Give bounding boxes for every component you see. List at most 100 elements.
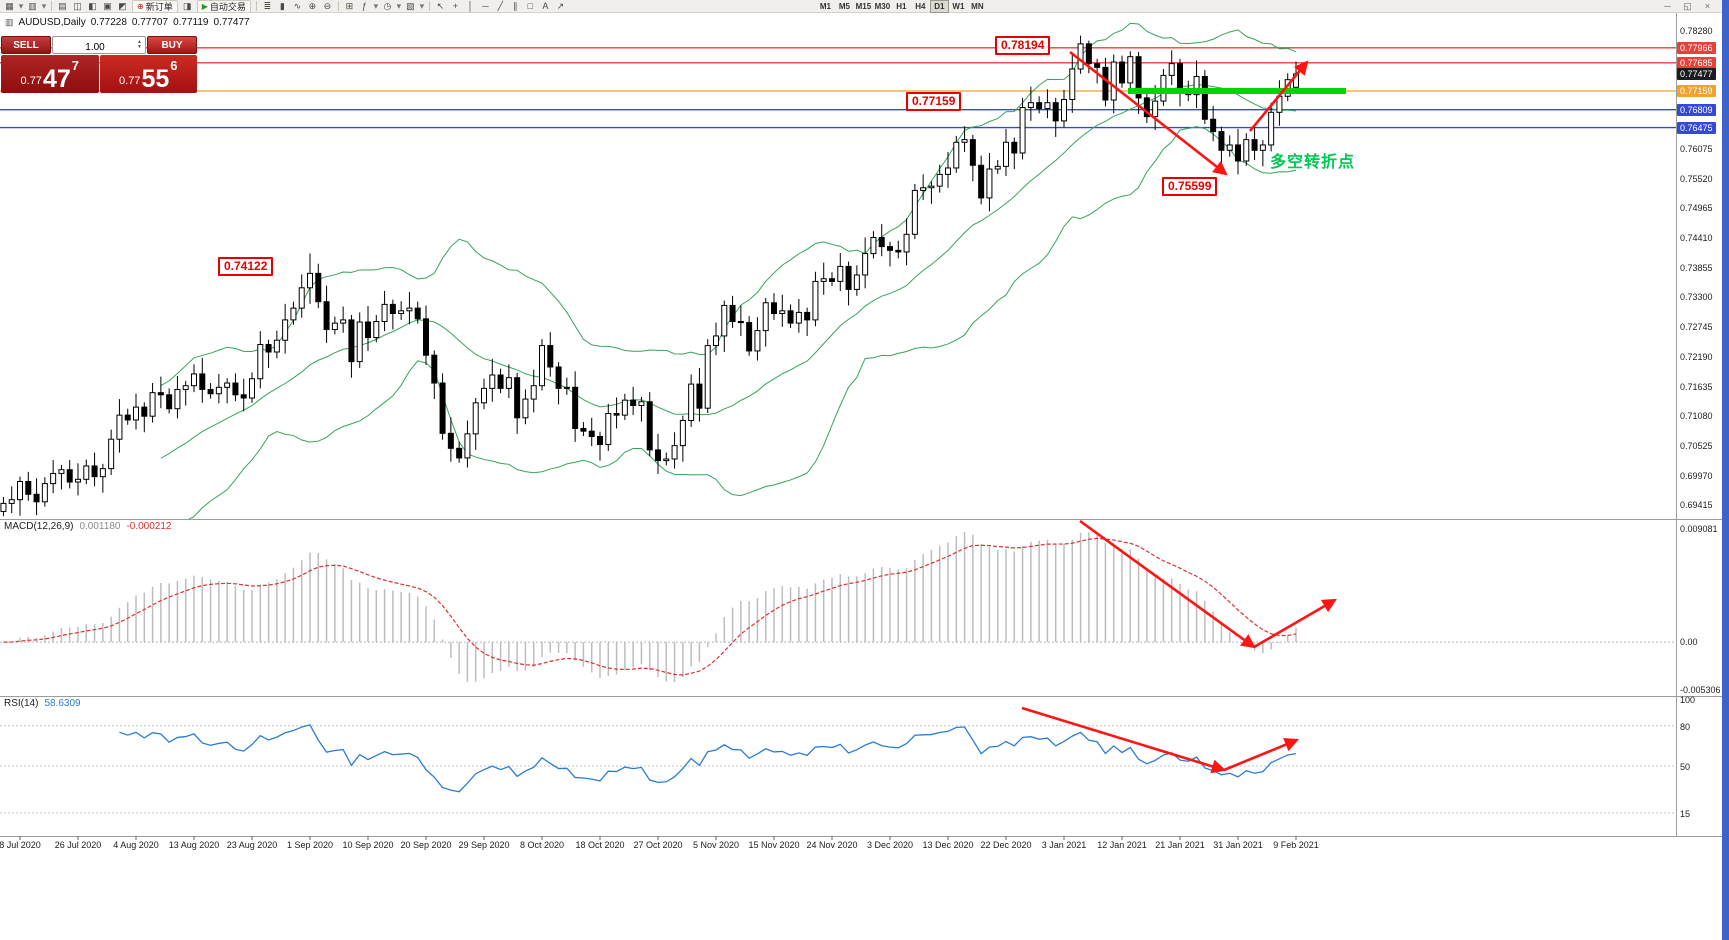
restore-icon[interactable]: ◱ [1683, 1, 1692, 11]
macd-panel[interactable] [0, 532, 1676, 682]
new-chart-icon[interactable]: ▦ [5, 0, 14, 11]
macd-downtrend-arrow[interactable] [1079, 519, 1256, 649]
macd-name: MACD(12,26,9) [4, 521, 74, 532]
line-chart-icon[interactable]: ∿ [293, 0, 302, 11]
timeframe-button-w1[interactable]: W1 [952, 1, 965, 11]
price-scale-label: 0.73855 [1680, 262, 1713, 273]
main-price-panel[interactable] [0, 22, 1676, 531]
zoom-in-icon[interactable]: ⊕ [308, 0, 317, 11]
rsi-uptrend-arrow[interactable] [1223, 738, 1299, 772]
vertical-line-icon[interactable]: │ [467, 0, 474, 11]
date-label: 9 Feb 2021 [1273, 840, 1319, 850]
text-icon[interactable]: A [542, 0, 549, 11]
date-ticks [19, 836, 1297, 840]
rsi-scale-label: 80 [1680, 721, 1691, 732]
sell-price-tile[interactable]: 0.77 47 7 [1, 55, 99, 93]
bar-chart-icon[interactable]: ≣ [263, 0, 272, 11]
buy-price-big: 55 [141, 65, 170, 93]
price-flag[interactable]: 0.78194 [995, 36, 1051, 55]
minimize-icon[interactable]: ─ [1664, 1, 1671, 11]
sell-price-sup: 7 [71, 58, 79, 73]
chart-mini-icon: ▥ [5, 17, 14, 27]
timeframe-button-m5[interactable]: M5 [838, 1, 850, 11]
window-controls: ─ ◱ × [1660, 1, 1715, 12]
volume-up-icon[interactable]: ▲ [137, 39, 142, 45]
toolbar-separator [51, 1, 52, 11]
macd-uptrend-arrow[interactable] [1253, 598, 1337, 649]
timeframe-button-h4[interactable]: H4 [915, 1, 926, 11]
timeframe-button-h1[interactable]: H1 [896, 1, 907, 11]
buy-button[interactable]: BUY [147, 36, 197, 54]
terminal-icon[interactable]: ▣ [103, 0, 112, 11]
cursor-icon[interactable]: ↖ [436, 0, 445, 11]
periods-dropdown-icon[interactable]: ▾ [396, 0, 402, 11]
new-chart-dropdown-icon[interactable]: ▾ [18, 0, 24, 11]
arrow-tool-icon[interactable]: ↗ [556, 0, 565, 11]
timeframe-button-d1[interactable]: D1 [929, 0, 949, 13]
turning-point-note[interactable]: 多空转折点 [1270, 154, 1356, 171]
trend-arrows[interactable] [1021, 50, 1337, 774]
timeframe-button-m15[interactable]: M15 [855, 1, 872, 11]
price-scale-label: 0.69970 [1680, 470, 1713, 481]
rsi-downtrend-arrow[interactable] [1021, 706, 1227, 774]
shapes-icon[interactable]: □ [527, 0, 534, 11]
price-scale-label: 0.75520 [1680, 173, 1713, 184]
templates-dropdown-icon[interactable]: ▾ [419, 0, 425, 11]
volume-down-icon[interactable]: ▼ [137, 44, 142, 50]
channel-icon[interactable]: ∥ [513, 0, 518, 11]
volume-spinner: ▲ ▼ [135, 37, 144, 53]
macd-histogram [10, 532, 1297, 682]
rsi-scale-label: 100 [1680, 695, 1696, 705]
autotrade-button[interactable]: ▶ 自动交易 [196, 0, 251, 13]
price-scale-label: 0.71635 [1680, 381, 1713, 392]
date-label: 13 Dec 2020 [922, 840, 974, 850]
date-label: 18 Oct 2020 [575, 840, 625, 850]
candlestick-icon[interactable]: ▮ [279, 0, 285, 11]
templates-icon[interactable]: ▧ [406, 0, 415, 11]
main-downtrend-arrow[interactable] [1069, 50, 1228, 176]
profiles-icon[interactable]: ▥ [28, 0, 37, 11]
main-uptrend-arrow[interactable] [1248, 60, 1309, 132]
sell-button[interactable]: SELL [1, 36, 51, 54]
crosshair-icon[interactable]: + [452, 0, 459, 11]
trendline-icon[interactable]: ╱ [497, 0, 504, 11]
data-window-icon[interactable]: ◫ [73, 0, 82, 11]
periods-icon[interactable]: ◷ [383, 0, 392, 11]
timeframe-button-m1[interactable]: M1 [819, 1, 831, 11]
indicators-icon[interactable]: ƒ [361, 0, 367, 11]
green-zone-line[interactable] [1128, 88, 1346, 94]
price-flag[interactable]: 0.77159 [906, 92, 962, 111]
price-scale-label: 0.74965 [1680, 203, 1713, 214]
date-label: 20 Sep 2020 [400, 840, 452, 850]
rsi-line [119, 724, 1297, 793]
date-label: 31 Jan 2021 [1213, 840, 1263, 850]
price-scale-label: 0.70525 [1680, 440, 1713, 451]
tile-windows-icon[interactable]: ⊞ [345, 0, 354, 11]
horizontal-line-icon[interactable]: ─ [482, 0, 489, 11]
buy-price-tile[interactable]: 0.77 55 6 [99, 55, 197, 93]
rsi-label: RSI(14) 58.6309 [4, 698, 81, 709]
timeframe-button-mn[interactable]: MN [971, 1, 984, 11]
timeframe-button-m30[interactable]: M30 [874, 1, 891, 11]
price-flag[interactable]: 0.74122 [218, 257, 274, 276]
date-label: 27 Oct 2020 [633, 840, 683, 850]
strategy-tester-icon[interactable]: ◩ [118, 0, 127, 11]
autotrade-button-label: 自动交易 [209, 1, 246, 12]
autotrade-icon: ▶ [201, 1, 208, 11]
price-scale-badge: 0.77477 [1677, 67, 1716, 80]
market-watch-icon[interactable]: ▤ [58, 0, 67, 11]
close-icon[interactable]: × [1704, 1, 1711, 11]
indicators-dropdown-icon[interactable]: ▾ [373, 0, 379, 11]
price-flag[interactable]: 0.75599 [1162, 177, 1218, 196]
new-order-button[interactable]: ⊕ 新订单 [132, 0, 178, 13]
metaeditor-icon[interactable]: ◨ [182, 0, 192, 11]
price-scale-badge: 0.77159 [1677, 84, 1716, 97]
price-scale-label: 0.72745 [1680, 322, 1713, 333]
zoom-out-icon[interactable]: ⊖ [323, 0, 332, 11]
profiles-dropdown-icon[interactable]: ▾ [41, 0, 47, 11]
rsi-panel[interactable] [0, 724, 1676, 814]
volume-input[interactable] [53, 39, 145, 56]
navigator-icon[interactable]: ◧ [88, 0, 97, 11]
